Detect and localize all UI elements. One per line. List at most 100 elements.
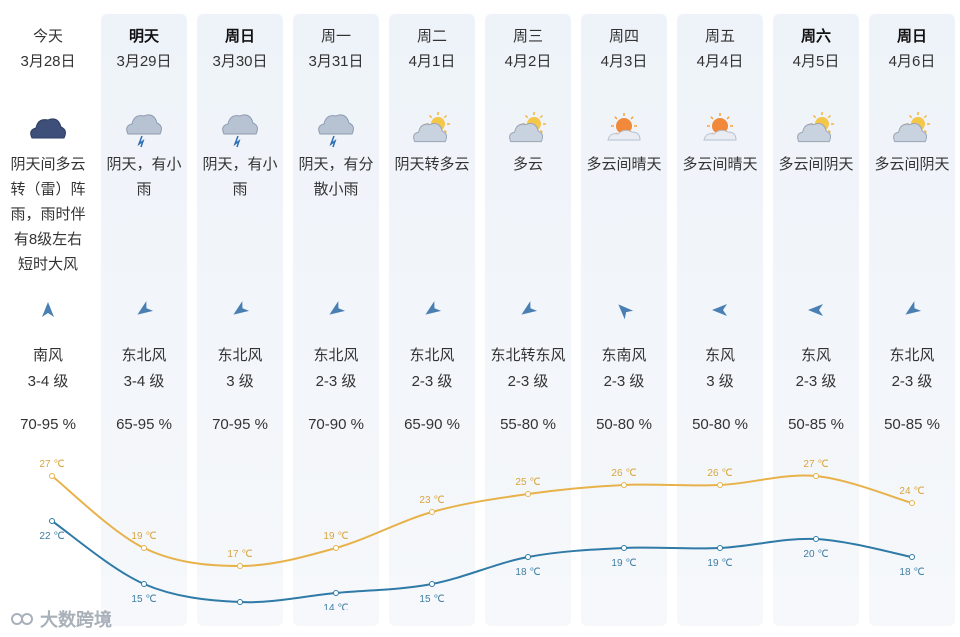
day-column: 周三 4月2日 多云 东北转东风 2-3 级 55-80 % (485, 14, 571, 626)
day-column: 周一 3月31日阴天，有分散小雨东北风 2-3 级 70-90 % (293, 14, 379, 626)
day-name: 周一 (320, 28, 351, 45)
wind-direction-arrow-icon (230, 300, 250, 320)
low-temp-line (51, 520, 913, 604)
weather-description: 阴天间多云 转（雷）阵 雨，雨时伴 有8级左右 短时大风 (1, 152, 95, 277)
wind-direction: 东北风 (121, 347, 167, 364)
weather-description-line: 雨 (136, 181, 152, 198)
watermark-text: 大数跨境 (40, 610, 112, 630)
wind-direction-arrow-icon (422, 300, 442, 320)
wind-direction: 东北风 (313, 347, 359, 364)
humidity: 65-90 % (404, 416, 460, 433)
day-column: 周四 4月3日 多云间晴天 东南风 2-3 级 50-80 % (581, 14, 667, 626)
wind-direction-arrow-icon (902, 300, 922, 320)
weather-description-line: 阴天转多云 (394, 156, 470, 173)
weather-description-line: 阴天间多云 (10, 156, 86, 173)
day-date: 4月6日 (888, 53, 936, 70)
low-temp-label: 14 ℃ (323, 603, 348, 610)
wind-level: 2-3 级 (315, 373, 357, 390)
wind-direction: 南风 (32, 347, 63, 364)
weather-description-line: 多云间阴天 (874, 156, 950, 173)
day-name: 周三 (512, 28, 543, 45)
wind-direction: 东风 (800, 347, 831, 364)
day-column: 周五 4月4日 多云间晴天 东风 3 级 50-80 % (677, 14, 763, 626)
wind-direction-arrow-icon (518, 300, 538, 320)
low-temp-point (49, 518, 55, 524)
watermark-logo-icon (11, 613, 33, 625)
high-temp-point (525, 491, 531, 497)
weather-description: 多云间阴天 (769, 152, 863, 177)
day-date: 3月28日 (20, 53, 76, 70)
wind-level: 3 级 (226, 373, 254, 390)
wind-direction: 东北风 (889, 347, 935, 364)
low-temp-point (621, 545, 627, 551)
low-temp-label: 18 ℃ (899, 567, 924, 578)
day-date: 3月31日 (308, 53, 364, 70)
weather-description-line: 阴天，有小 (202, 156, 278, 173)
day-date: 3月30日 (212, 53, 268, 70)
partly-cloudy-icon (796, 110, 836, 148)
wind-direction-arrow-icon (614, 300, 634, 320)
wind-direction-arrow-icon (710, 300, 730, 320)
humidity: 65-95 % (116, 416, 172, 433)
wind-level: 2-3 级 (891, 373, 933, 390)
day-name: 周五 (704, 28, 735, 45)
weather-description: 阴天转多云 (385, 152, 479, 177)
low-temp-point (813, 536, 819, 542)
low-temp-point (717, 545, 723, 551)
light-rain-icon (124, 110, 164, 148)
weather-description-line: 阴天，有分 (298, 156, 374, 173)
weather-description-line: 雨，雨时伴 (10, 206, 86, 223)
humidity: 50-80 % (596, 416, 652, 433)
weather-description: 阴天，有分散小雨 (289, 152, 383, 202)
high-temp-label: 26 ℃ (707, 468, 732, 479)
high-temp-line (51, 474, 913, 568)
low-temp-point (429, 581, 435, 587)
wind-level: 3-4 级 (123, 373, 165, 390)
day-date: 4月4日 (696, 53, 744, 70)
high-temp-point (333, 545, 339, 551)
wind-direction-arrow-icon (326, 300, 346, 320)
humidity: 70-95 % (20, 416, 76, 433)
weather-description-line: 多云间晴天 (682, 156, 758, 173)
weather-description: 阴天，有小雨 (193, 152, 287, 202)
day-column: 周六 4月5日 多云间阴天 东风 2-3 级 50-85 % (773, 14, 859, 626)
humidity: 50-85 % (788, 416, 844, 433)
day-date: 4月1日 (408, 53, 456, 70)
wind-level: 3 级 (706, 373, 734, 390)
high-temp-point (237, 563, 243, 569)
day-name: 明天 (128, 28, 159, 45)
weather-description-line: 有8级左右 (13, 231, 83, 248)
low-temp-point (333, 590, 339, 596)
low-temp-point (909, 554, 915, 560)
low-temp-point (237, 599, 243, 605)
high-temp-label: 23 ℃ (419, 495, 444, 506)
day-date: 3月29日 (116, 53, 172, 70)
high-temp-label: 25 ℃ (515, 477, 540, 488)
weather-description: 多云 (481, 152, 575, 177)
wind-direction-arrow-icon (134, 300, 154, 320)
wind-direction: 东北风 (409, 347, 455, 364)
high-temp-label: 19 ℃ (323, 531, 348, 542)
high-temp-label: 26 ℃ (611, 468, 636, 479)
wind-direction: 东北转东风 (490, 347, 566, 364)
day-column: 周日 3月30日 阴天，有小雨东北风 3 级 70-95 % (197, 14, 283, 626)
humidity: 50-85 % (884, 416, 940, 433)
partly-cloudy-icon (412, 110, 452, 148)
day-date: 4月2日 (504, 53, 552, 70)
wind-level: 2-3 级 (603, 373, 645, 390)
weather-description-line: 散小雨 (313, 181, 359, 198)
weather-description: 多云间晴天 (673, 152, 767, 177)
humidity: 70-95 % (212, 416, 268, 433)
day-name: 周四 (608, 28, 639, 45)
wind-direction-arrow-icon (38, 300, 58, 320)
wind-level: 2-3 级 (411, 373, 453, 390)
watermark: 大数跨境 (10, 606, 112, 632)
high-temp-point (813, 473, 819, 479)
high-temp-label: 27 ℃ (39, 459, 64, 470)
wind-direction-arrow-icon (806, 300, 826, 320)
weather-description-line: 雨 (232, 181, 248, 198)
humidity: 70-90 % (308, 416, 364, 433)
low-temp-label: 19 ℃ (707, 558, 732, 569)
sunny-cloudy-icon (604, 110, 644, 148)
